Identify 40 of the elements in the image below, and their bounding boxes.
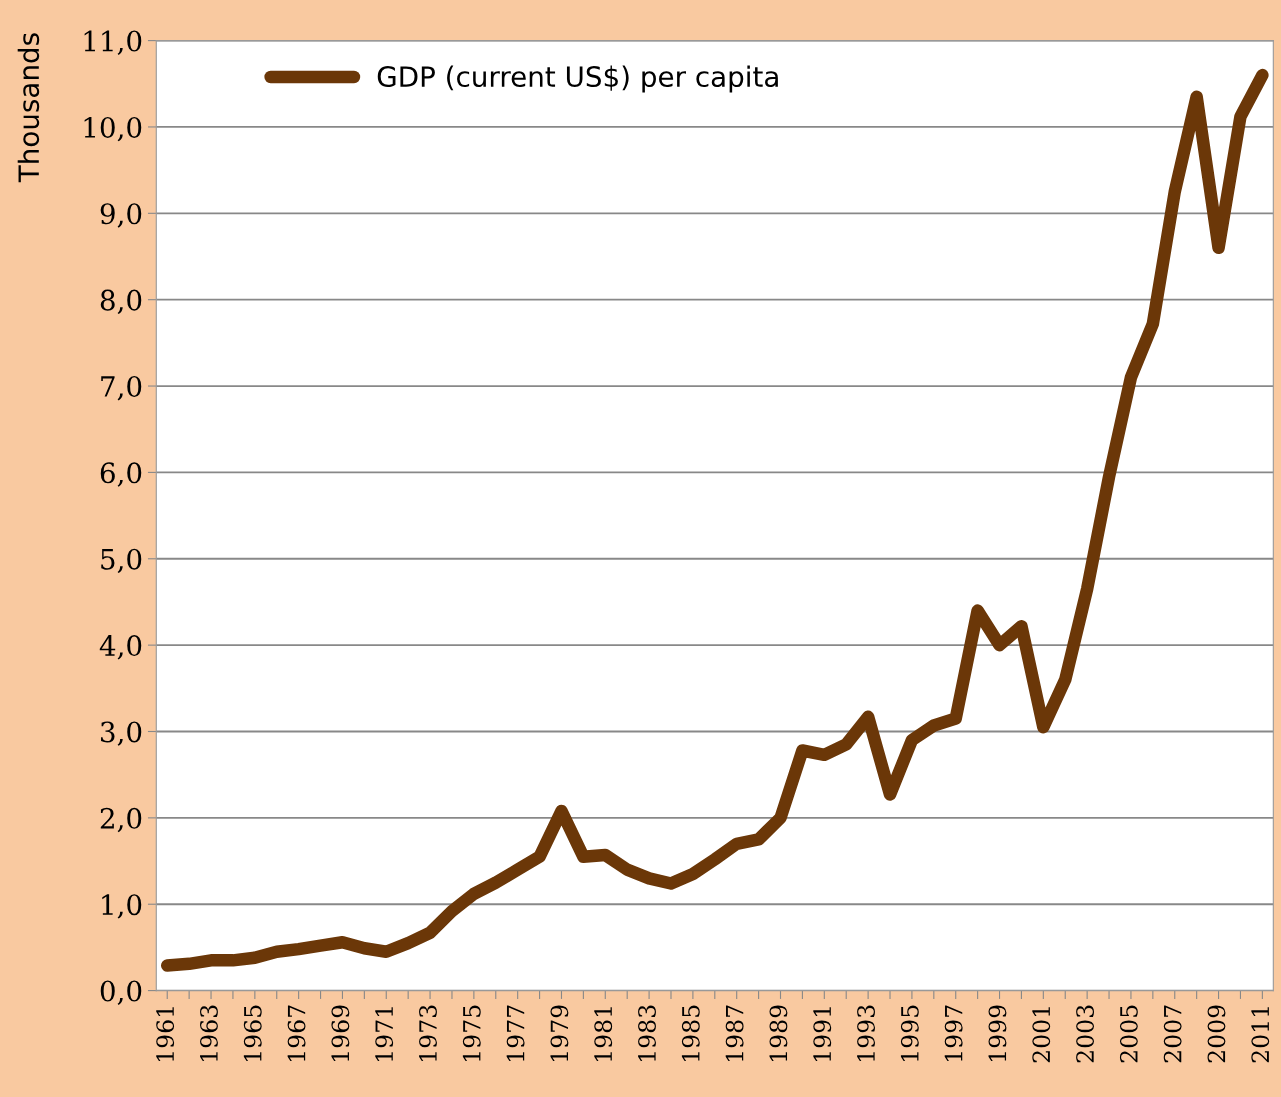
x-tick-label: 1973 xyxy=(419,1005,437,1061)
x-tick-label: 2003 xyxy=(1076,1005,1094,1063)
x-tick-label: 1981 xyxy=(594,1007,613,1061)
x-tick-label: 1975 xyxy=(462,1005,481,1061)
x-tick-label: 1969 xyxy=(331,1005,350,1061)
x-tick-label: 2009 xyxy=(1207,1005,1226,1063)
x-tick-label: 1999 xyxy=(988,1005,1007,1061)
y-tick-label: 9,0 xyxy=(100,203,142,228)
y-tick-label: 8,0 xyxy=(100,289,142,315)
x-tick-label: 1995 xyxy=(900,1005,919,1061)
y-tick-label: 2,0 xyxy=(100,807,142,833)
x-tick-label: 1961 xyxy=(156,1007,175,1061)
y-tick-label: 3,0 xyxy=(101,721,142,746)
y-tick-label: 6,0 xyxy=(100,462,142,487)
y-axis-title: Thousands xyxy=(17,33,40,183)
x-tick-label: 1989 xyxy=(769,1005,788,1061)
y-tick-label: 0,0 xyxy=(100,980,142,1005)
x-tick-label: 1963 xyxy=(200,1005,218,1061)
y-tick-label: 4,0 xyxy=(99,635,142,660)
y-tick-label: 7,0 xyxy=(101,375,142,401)
x-tick-label: 2007 xyxy=(1163,1005,1182,1063)
x-tick-label: 2011 xyxy=(1251,1007,1270,1063)
x-tick-label: 1985 xyxy=(681,1005,700,1061)
legend-label: GDP (current US$) per capita xyxy=(377,65,778,93)
x-tick-label: 2001 xyxy=(1032,1007,1051,1063)
x-tick-label: 1965 xyxy=(243,1005,262,1061)
y-tick-label: 10,0 xyxy=(84,116,142,142)
x-tick-label: 1971 xyxy=(375,1007,394,1061)
x-tick-label: 1987 xyxy=(725,1005,744,1061)
y-tick-label: 1,0 xyxy=(102,894,142,919)
x-tick-label: 1979 xyxy=(550,1005,569,1061)
y-tick-label: 11,0 xyxy=(84,30,142,55)
x-tick-label: 1993 xyxy=(857,1005,875,1061)
x-tick-label: 1991 xyxy=(813,1007,832,1061)
x-tick-label: 1983 xyxy=(638,1005,656,1061)
y-tick-label: 5,0 xyxy=(101,548,142,574)
x-tick-label: 1977 xyxy=(506,1005,525,1061)
x-tick-label: 2005 xyxy=(1119,1005,1138,1063)
x-tick-label: 1997 xyxy=(944,1005,963,1061)
x-tick-label: 1967 xyxy=(287,1005,306,1061)
